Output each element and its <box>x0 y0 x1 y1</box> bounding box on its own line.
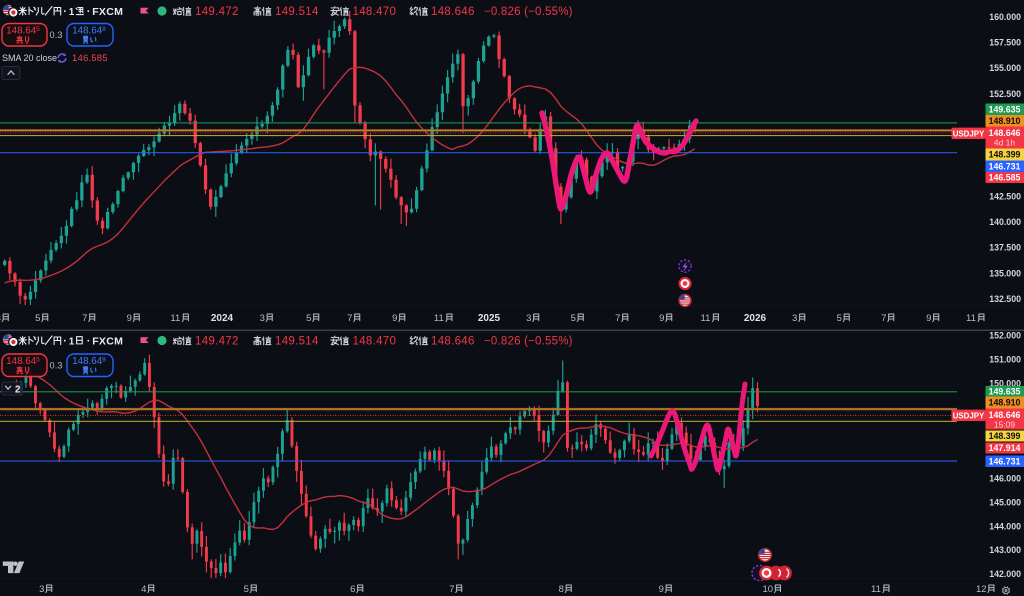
svg-text:9: 9 <box>392 313 397 324</box>
svg-text:2: 2 <box>15 384 21 395</box>
svg-text:1: 1 <box>69 337 75 348</box>
svg-text:147.914: 147.914 <box>989 443 1021 453</box>
svg-text:7: 7 <box>615 313 620 324</box>
svg-text:146.731: 146.731 <box>989 161 1021 171</box>
svg-text:3: 3 <box>0 313 1 324</box>
svg-text:148.648: 148.648 <box>72 25 106 36</box>
svg-text:148.399: 148.399 <box>989 150 1021 160</box>
svg-text:FXCM: FXCM <box>92 6 123 18</box>
svg-text:137.500: 137.500 <box>989 243 1021 253</box>
svg-text:149.514: 149.514 <box>275 6 319 18</box>
svg-text:149.514: 149.514 <box>275 335 319 347</box>
svg-text:151.000: 151.000 <box>989 355 1021 365</box>
svg-text:11: 11 <box>434 313 444 324</box>
svg-text:6: 6 <box>350 584 355 595</box>
svg-text:·: · <box>87 6 91 18</box>
svg-text:10: 10 <box>763 584 774 595</box>
svg-text:5: 5 <box>306 313 311 324</box>
svg-text:3: 3 <box>260 313 265 324</box>
svg-text:149.635: 149.635 <box>989 105 1021 115</box>
svg-text:146.000: 146.000 <box>989 474 1021 484</box>
svg-text:5: 5 <box>244 584 249 595</box>
svg-text:3: 3 <box>39 584 44 595</box>
svg-text:145.000: 145.000 <box>989 497 1021 507</box>
svg-text:149.635: 149.635 <box>989 386 1021 396</box>
svg-text:148.645: 148.645 <box>6 25 40 36</box>
svg-text:148.646: 148.646 <box>431 335 475 347</box>
svg-text:4d 1h: 4d 1h <box>994 137 1016 147</box>
svg-text:148.470: 148.470 <box>353 335 397 347</box>
svg-text:·: · <box>63 336 67 348</box>
svg-text:148.470: 148.470 <box>353 6 397 18</box>
svg-text:149.472: 149.472 <box>195 335 239 347</box>
svg-text:11: 11 <box>871 584 881 595</box>
svg-text:148.646: 148.646 <box>989 410 1021 420</box>
svg-text:135.000: 135.000 <box>989 268 1021 278</box>
svg-text:4: 4 <box>141 584 146 595</box>
svg-text:146.731: 146.731 <box>989 456 1021 466</box>
svg-text:0.3: 0.3 <box>50 361 63 371</box>
svg-text:9: 9 <box>926 313 931 324</box>
svg-text:·: · <box>63 6 67 18</box>
svg-text:157.500: 157.500 <box>989 38 1021 48</box>
svg-text:SMA 20 close: SMA 20 close <box>2 53 57 63</box>
svg-text:142.500: 142.500 <box>989 191 1021 201</box>
svg-text:FXCM: FXCM <box>92 336 123 348</box>
svg-text:11: 11 <box>966 313 976 324</box>
svg-text:12: 12 <box>976 584 987 595</box>
svg-text:148.645: 148.645 <box>6 356 40 367</box>
svg-text:152.000: 152.000 <box>989 331 1021 341</box>
svg-text:144.000: 144.000 <box>989 521 1021 531</box>
svg-text:USDJPY: USDJPY <box>953 412 985 421</box>
svg-text:15:09: 15:09 <box>994 419 1016 429</box>
svg-text:1: 1 <box>69 7 75 18</box>
svg-text:146.585: 146.585 <box>989 173 1021 183</box>
svg-text:5: 5 <box>837 313 842 324</box>
svg-text:143.000: 143.000 <box>989 545 1021 555</box>
svg-text:9: 9 <box>659 313 664 324</box>
svg-text:148.399: 148.399 <box>989 431 1021 441</box>
svg-text:8: 8 <box>559 584 564 595</box>
svg-text:5: 5 <box>35 313 40 324</box>
svg-text:132.500: 132.500 <box>989 294 1021 304</box>
svg-text:148.910: 148.910 <box>989 398 1021 408</box>
svg-text:3: 3 <box>792 313 797 324</box>
svg-text:149.472: 149.472 <box>195 6 239 18</box>
svg-text:9: 9 <box>659 584 664 595</box>
svg-text:148.646: 148.646 <box>989 128 1021 138</box>
svg-text:7: 7 <box>449 584 454 595</box>
svg-text:7: 7 <box>881 313 886 324</box>
svg-text:·: · <box>87 336 91 348</box>
svg-text:−0.826 (−0.55%): −0.826 (−0.55%) <box>484 335 573 347</box>
svg-text:5: 5 <box>571 313 576 324</box>
svg-text:0.3: 0.3 <box>50 30 63 40</box>
svg-text:148.646: 148.646 <box>431 6 475 18</box>
svg-text:9: 9 <box>127 313 132 324</box>
svg-text:146.585: 146.585 <box>72 53 108 64</box>
svg-text:7: 7 <box>347 313 352 324</box>
svg-text:7: 7 <box>82 313 87 324</box>
svg-text:11: 11 <box>170 313 180 324</box>
svg-text:2026: 2026 <box>744 313 767 324</box>
svg-text:148.910: 148.910 <box>989 116 1021 126</box>
svg-text:160.000: 160.000 <box>989 12 1021 22</box>
svg-text:−0.826 (−0.55%): −0.826 (−0.55%) <box>484 6 573 18</box>
svg-text:155.000: 155.000 <box>989 63 1021 73</box>
svg-text:140.000: 140.000 <box>989 217 1021 227</box>
svg-text:2025: 2025 <box>478 313 501 324</box>
svg-text:142.000: 142.000 <box>989 569 1021 579</box>
svg-text:3: 3 <box>526 313 531 324</box>
svg-text:150.000: 150.000 <box>989 378 1021 388</box>
svg-text:11: 11 <box>701 313 711 324</box>
svg-text:USDJPY: USDJPY <box>953 130 985 139</box>
svg-text:148.648: 148.648 <box>72 356 106 367</box>
svg-text:152.500: 152.500 <box>989 89 1021 99</box>
svg-text:2024: 2024 <box>211 313 234 324</box>
